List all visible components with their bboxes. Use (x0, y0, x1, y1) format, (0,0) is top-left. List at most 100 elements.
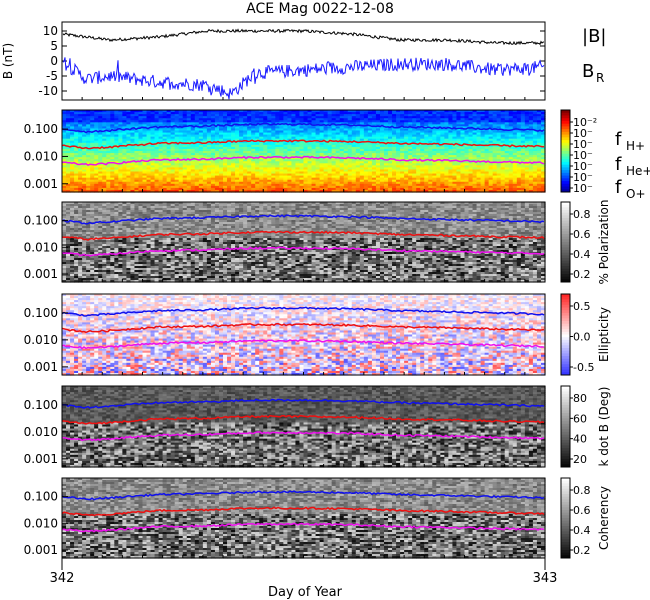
spectrogram-cell (299, 163, 305, 166)
spectrogram-cell (110, 159, 115, 162)
spectrogram-cell (170, 148, 176, 152)
spectrogram-cell (126, 185, 132, 189)
spectrogram-cell (198, 171, 204, 175)
spectrogram-cell (118, 120, 123, 123)
spectrogram-cell (162, 157, 168, 160)
spectrogram-cell (214, 169, 220, 173)
spectrogram-cell (371, 185, 377, 189)
spectrogram-cell (214, 179, 220, 183)
spectrogram-cell (247, 142, 252, 146)
spectrogram-cell (198, 173, 204, 177)
spectrogram-cell (194, 153, 200, 156)
spectrogram-cell (355, 138, 361, 142)
spectrogram-cell (279, 181, 284, 185)
spectrogram-cell (384, 169, 389, 173)
spectrogram-cell (363, 183, 369, 187)
spectrogram-cell (343, 142, 349, 146)
spectrogram-cell (82, 189, 87, 193)
spectrogram-cell (271, 112, 276, 115)
spectrogram-cell (158, 116, 164, 119)
spectrogram-cell (287, 116, 293, 119)
spectrogram-cell (106, 112, 111, 115)
spectrogram-cell (259, 183, 264, 187)
spectrogram-cell (206, 138, 212, 142)
spectrogram-cell (251, 177, 256, 181)
spectrogram-cell (178, 151, 184, 154)
spectrogram-cell (339, 177, 345, 181)
spectrogram-cell (303, 124, 309, 127)
spectrogram-cell (255, 126, 260, 130)
spectrogram-cell (94, 155, 99, 158)
spectrogram-cell (190, 167, 196, 171)
spectrogram-cell (126, 134, 132, 138)
spectrogram-cell (194, 155, 200, 158)
spectrogram-cell (371, 118, 377, 121)
spectrogram-cell (315, 110, 321, 113)
spectrogram-cell (122, 120, 128, 123)
spectrogram-cell (106, 159, 111, 162)
spectrogram-cell (255, 163, 260, 166)
spectrogram-cell (243, 144, 248, 148)
spectrogram-cell (379, 171, 385, 175)
spectrogram-cell (239, 120, 244, 123)
spectrogram-cell (223, 120, 228, 123)
spectrogram-cell (182, 114, 188, 117)
spectrogram-cell (259, 177, 264, 181)
spectrogram-cell (335, 118, 341, 121)
spectrogram-cell (210, 189, 216, 193)
spectrogram-cell (271, 157, 276, 160)
spectrogram-cell (275, 126, 280, 130)
spectrogram-cell (255, 118, 260, 121)
spectrogram-cell (327, 185, 333, 189)
spectrogram-cell (62, 134, 67, 138)
spectrogram-cell (154, 185, 160, 189)
spectrogram-cell (299, 114, 305, 117)
spectrogram-cell (295, 142, 301, 146)
spectrogram-cell (134, 126, 140, 130)
spectrogram-cell (303, 153, 309, 156)
spectrogram-cell (371, 144, 377, 148)
spectrogram-cell (218, 128, 224, 132)
spectrogram-cell (235, 134, 240, 138)
spectrogram-cell (218, 138, 224, 142)
spectrogram-cell (287, 151, 293, 154)
spectrogram-cell (98, 175, 103, 179)
spectrogram-cell (114, 110, 119, 113)
spectrogram-cell (323, 167, 329, 171)
spectrogram-cell (106, 116, 111, 119)
spectrogram-cell (122, 177, 128, 181)
spectrogram-cell (267, 140, 272, 144)
spectrogram-cell (259, 173, 264, 177)
spectrogram-cell (359, 165, 365, 168)
spectrogram-cell (255, 146, 260, 150)
spectrogram-cell (138, 136, 144, 140)
spectrogram-cell (291, 177, 297, 181)
spectrogram-cell (102, 124, 107, 127)
spectrogram-cell (70, 146, 75, 150)
spectrogram-cell (78, 128, 83, 132)
spectrogram-cell (355, 163, 361, 166)
spectrogram-cell (98, 159, 103, 162)
spectrogram-cell (86, 110, 91, 113)
spectrogram-cell (319, 169, 325, 173)
spectrogram-cell (182, 138, 188, 142)
spectrogram-cell (150, 134, 156, 138)
spectrogram-cell (218, 118, 224, 121)
spectrogram-cell (283, 110, 289, 113)
spectrogram-cell (299, 140, 305, 144)
spectrogram-cell (303, 114, 309, 117)
spectrogram-cell (283, 165, 289, 168)
spectrogram-cell (102, 179, 107, 183)
spectrogram-cell (311, 130, 317, 134)
spectrogram-cell (315, 165, 321, 168)
spectrogram-cell (331, 128, 337, 132)
spectrogram-cell (206, 187, 212, 191)
spectrogram-cell (78, 148, 83, 152)
spectrogram-cell (178, 118, 184, 121)
spectrogram-cell (138, 120, 144, 123)
spectrogram-cell (218, 181, 224, 185)
spectrogram-cell (174, 116, 180, 119)
spectrogram-cell (122, 134, 128, 138)
spectrogram-cell (279, 185, 284, 189)
spectrogram-cell (138, 146, 144, 150)
